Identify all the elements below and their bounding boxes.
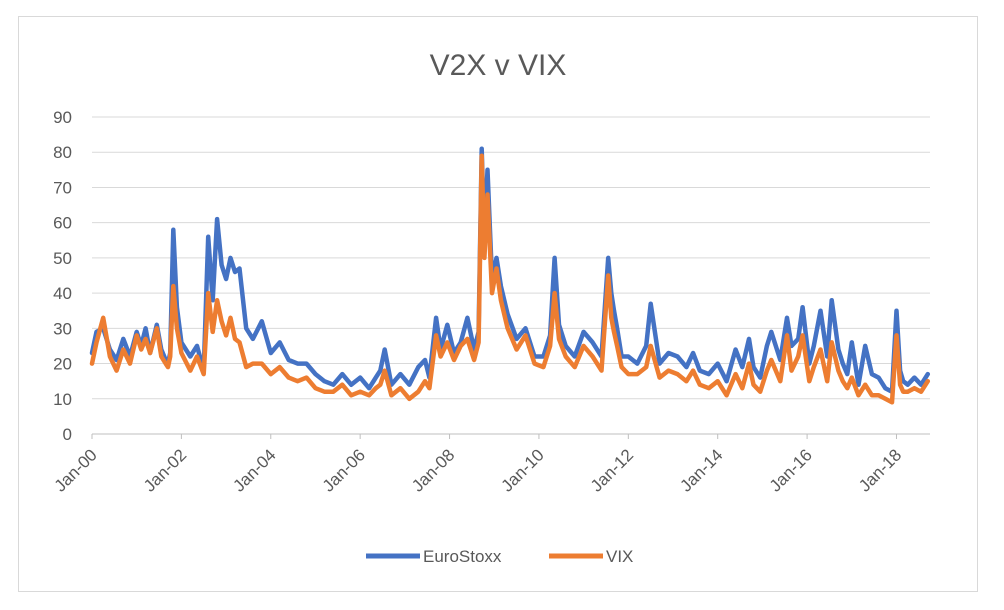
x-tick-label: Jan-06 [319,445,369,495]
legend-label: VIX [606,547,633,566]
x-tick-label: Jan-14 [676,445,726,495]
chart-title: V2X v VIX [430,49,567,82]
y-tick-label: 90 [53,108,72,127]
x-tick-label: Jan-02 [140,445,190,495]
y-tick-label: 60 [53,214,72,233]
x-tick-label: Jan-16 [766,445,816,495]
x-tick-label: Jan-10 [498,445,548,495]
y-tick-label: 50 [53,249,72,268]
legend: EuroStoxx VIX [366,547,633,566]
y-tick-label: 20 [53,355,72,374]
y-tick-label: 40 [53,284,72,303]
x-tick-label: Jan-08 [408,445,458,495]
y-tick-label: 0 [63,425,72,444]
x-tick-label: Jan-18 [855,445,905,495]
y-tick-label: 10 [53,390,72,409]
series-line-vix [89,153,931,405]
x-tick-label: Jan-04 [229,445,279,495]
y-axis-ticks: 0 10 20 30 40 50 60 70 80 90 [53,108,72,444]
y-tick-label: 80 [53,143,72,162]
x-axis-ticks: Jan-00 Jan-02 Jan-04 Jan-06 Jan-08 Jan-10 Jan-… [51,434,905,496]
legend-label: EuroStoxx [423,547,502,566]
series-line-eurostoxx [89,146,931,394]
y-tick-label: 70 [53,178,72,197]
x-tick-label: Jan-12 [587,445,637,495]
y-tick-label: 30 [53,319,72,338]
series-lines [89,146,931,405]
x-tick-label: Jan-00 [51,445,101,495]
gridlines [92,116,930,435]
